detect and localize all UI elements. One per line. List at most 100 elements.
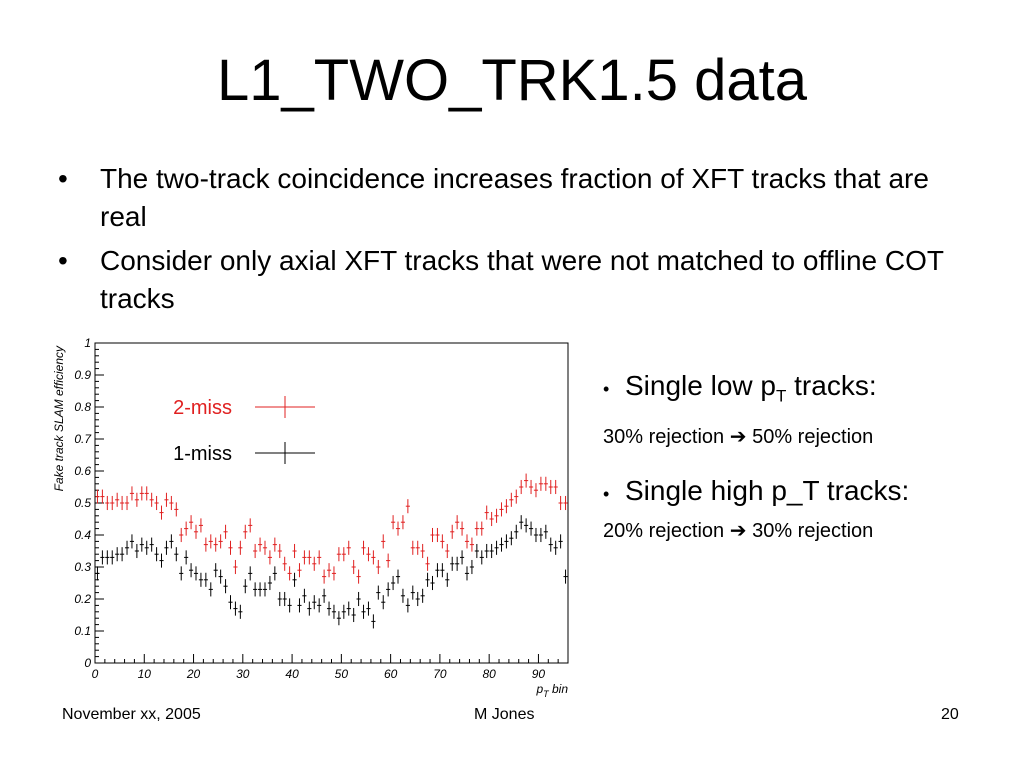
data-point [415, 591, 420, 607]
legend-label: 1-miss [173, 443, 232, 465]
data-point [277, 543, 282, 559]
data-point [302, 550, 307, 565]
data-point [484, 543, 489, 559]
data-point [341, 604, 346, 619]
data-point [179, 566, 184, 581]
data-point [519, 479, 524, 495]
data-point [430, 527, 435, 543]
data-point [115, 547, 120, 562]
y-tick-label: 0.1 [74, 624, 91, 638]
data-point [356, 591, 361, 607]
data-point [124, 495, 130, 511]
series-1-miss [95, 515, 568, 629]
data-point [213, 537, 218, 552]
data-point [292, 572, 297, 587]
data-point [459, 550, 465, 565]
data-point [440, 563, 445, 578]
data-point [326, 601, 332, 616]
data-point [464, 534, 470, 549]
x-tick-label: 20 [186, 667, 201, 681]
data-point [499, 537, 504, 552]
x-tick-label: 30 [236, 667, 250, 681]
data-point [514, 489, 519, 504]
data-point [184, 521, 189, 536]
data-point [257, 537, 263, 552]
data-point [262, 540, 268, 555]
data-point [322, 588, 327, 603]
data-point [543, 476, 548, 491]
right-arrow-icon: ➔ [729, 519, 747, 542]
data-point [346, 601, 351, 616]
data-point [504, 499, 509, 514]
data-point [538, 476, 543, 491]
high-pt-heading-text: Single high p_T tracks: [625, 474, 910, 506]
data-point [405, 499, 410, 514]
data-point [184, 550, 189, 565]
data-point [381, 595, 386, 610]
x-tick-label: 80 [482, 667, 496, 681]
data-point [317, 598, 322, 613]
data-point [193, 566, 199, 581]
data-point [149, 492, 154, 507]
x-tick-label: 70 [433, 667, 447, 681]
data-point [223, 524, 228, 539]
data-point [386, 553, 391, 568]
data-point [509, 531, 514, 546]
data-point [267, 550, 272, 565]
data-point [548, 479, 553, 495]
data-point [169, 495, 174, 511]
data-point [455, 556, 460, 571]
y-tick-label: 0.6 [74, 464, 91, 478]
data-point [139, 486, 144, 501]
legend-label: 2-miss [173, 397, 232, 419]
data-point [410, 540, 415, 555]
data-point [120, 547, 125, 562]
data-point [519, 515, 524, 530]
bullet-item: • Consider only axial XFT tracks that we… [58, 242, 978, 318]
data-point [533, 527, 539, 543]
data-point [548, 537, 553, 552]
data-point [400, 588, 406, 603]
data-point [538, 527, 543, 543]
high-pt-heading: • Single high p_T tracks: [603, 471, 1013, 511]
data-point [445, 572, 450, 587]
data-point [366, 601, 371, 616]
data-point [445, 543, 450, 559]
data-point [277, 591, 282, 607]
data-point [287, 566, 292, 581]
data-point [494, 508, 499, 523]
data-point [105, 495, 110, 511]
data-point [233, 559, 238, 575]
y-tick-label: 0.4 [74, 528, 91, 542]
low-pt-rejection: 30% rejection ➔ 50% rejection [603, 425, 874, 448]
data-point [366, 547, 371, 562]
data-point [563, 495, 568, 511]
data-point [223, 579, 228, 594]
data-point [95, 489, 100, 504]
data-point [499, 502, 504, 517]
data-point [154, 547, 159, 562]
data-point [120, 495, 125, 511]
data-point [395, 569, 401, 584]
data-point [331, 604, 337, 619]
data-point [494, 540, 499, 555]
bullet-dot-icon: • [58, 163, 68, 194]
data-point [144, 540, 149, 555]
data-point [558, 495, 563, 511]
data-point [553, 479, 558, 495]
data-point [361, 540, 366, 555]
high-pt-rejection: 20% rejection ➔ 30% rejection [603, 519, 874, 542]
data-point [425, 556, 430, 571]
y-tick-label: 0.2 [74, 592, 91, 606]
data-point [489, 511, 494, 527]
data-point [253, 582, 258, 597]
data-point [189, 515, 194, 530]
data-point [351, 607, 356, 623]
y-tick-label: 0.5 [74, 496, 91, 510]
data-point [287, 598, 292, 613]
data-point [326, 563, 332, 578]
x-tick-label: 0 [92, 667, 99, 681]
data-point [479, 550, 484, 565]
x-tick-label: 60 [384, 667, 398, 681]
data-point [292, 543, 297, 559]
